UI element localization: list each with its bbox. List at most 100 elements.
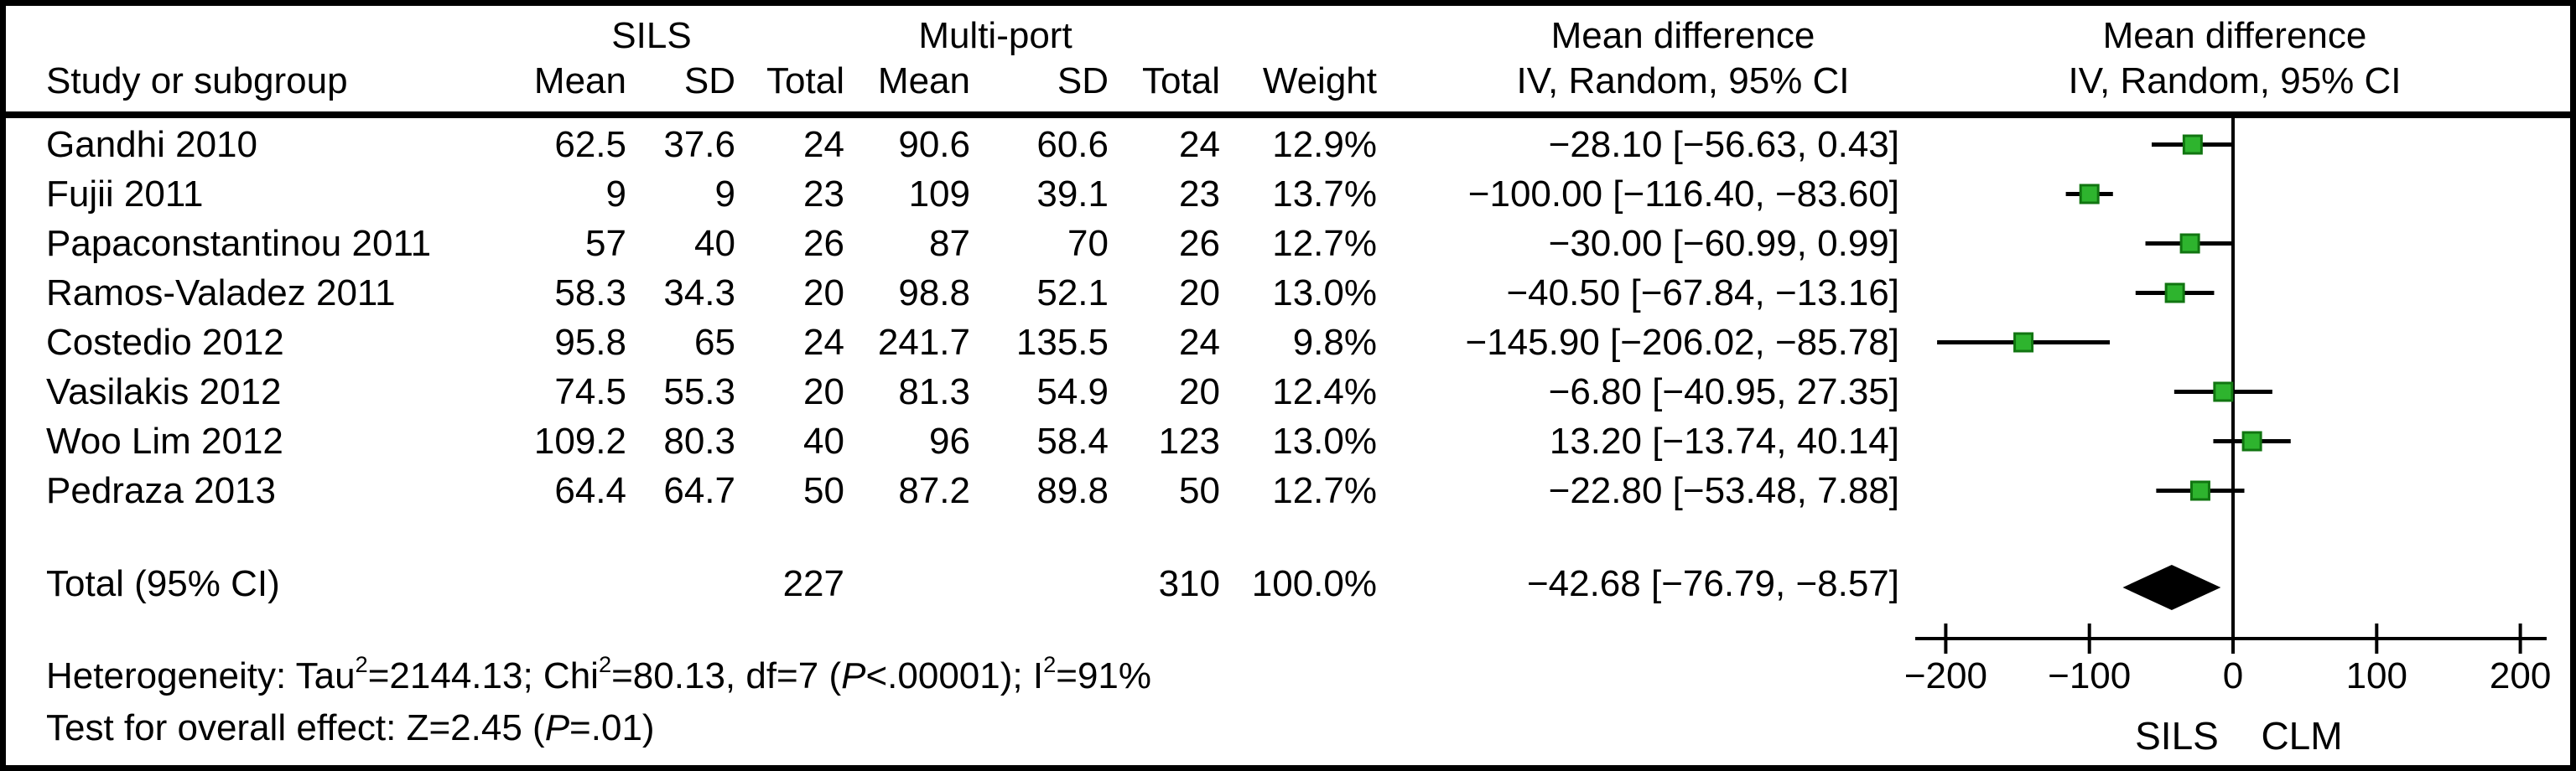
column-header-sils-sd: SD: [683, 60, 735, 101]
pooled-diamond: [2122, 565, 2221, 610]
cell-ci_text: −40.50 [−67.84, −13.16]: [1506, 272, 1899, 313]
x-tick-label: −200: [1903, 655, 1987, 696]
table-row: Gandhi 2010 62.5 37.6 24 90.6 60.6 24 12.9% −28.…: [6, 120, 2570, 169]
axis-label-clm: CLM: [2261, 714, 2343, 758]
cell-mp_total: 24: [1179, 123, 1220, 165]
cell-ci_text: −30.00 [−60.99, 0.99]: [1548, 222, 1899, 264]
cell-name: Fujii 2011: [46, 173, 204, 215]
cell-name: Vasilakis 2012: [46, 370, 282, 412]
table-row: Costedio 2012 95.8 65 24 241.7 135.5 24 9.8% −14…: [6, 318, 2570, 367]
cell-sils_sd: 40: [694, 222, 735, 264]
cell-sils_total: 24: [803, 321, 844, 363]
table-row: Ramos-Valadez 2011 58.3 34.3 20 98.8 52.1 20 13…: [6, 268, 2570, 318]
x-tick-label: 200: [2489, 655, 2552, 696]
mean-difference-title-right: Mean difference: [2102, 15, 2367, 56]
cell-sils_sd: 65: [694, 321, 735, 363]
total-row: Total (95% CI) 227 310 100.0% −42.68 [−7…: [6, 561, 2570, 608]
table-row: Pedraza 2013 64.4 64.7 50 87.2 89.8 50 12.7% −22…: [6, 466, 2570, 515]
cell-mp_sd: 89.8: [1036, 469, 1109, 511]
column-group-multiport: Multi-port: [918, 15, 1072, 56]
mean-difference-title-left: Mean difference: [1550, 15, 1815, 56]
overall-effect-note: Test for overall effect: Z=2.45 (P =.01): [46, 706, 655, 750]
overall-effect-text: Test for overall effect: Z=2.45 (: [46, 707, 545, 748]
cell-sils_mean: 62.5: [554, 123, 626, 165]
cell-name: Pedraza 2013: [46, 469, 276, 511]
column-header-sils-mean: Mean: [533, 60, 626, 101]
effect-marker: [2164, 282, 2185, 303]
table-row: Papaconstantinou 2011 57 40 26 87 70 26 12.7% −3…: [6, 219, 2570, 268]
cell-mp_sd: 58.4: [1036, 420, 1109, 462]
cell-name: Ramos-Valadez 2011: [46, 272, 396, 313]
cell-mp_total: 123: [1158, 420, 1220, 462]
cell-mp_total: 20: [1179, 272, 1220, 313]
column-header-mp-mean: Mean: [877, 60, 970, 101]
cell-weight: 13.7%: [1272, 173, 1377, 215]
column-header-ci-right: IV, Random, 95% CI: [2068, 60, 2402, 101]
x-tick-label: 0: [2222, 655, 2244, 696]
forest-plot-svg: [1915, 118, 2547, 654]
axis-label-sils: SILS: [2135, 714, 2219, 758]
cell-mp_total: 26: [1179, 222, 1220, 264]
header-divider: [6, 111, 2570, 118]
cell-weight: 13.0%: [1272, 420, 1377, 462]
cell-weight: 12.9%: [1272, 123, 1377, 165]
effect-marker: [2079, 184, 2100, 204]
heterogeneity-text: 2: [598, 651, 612, 678]
x-tick-label: −100: [2048, 655, 2132, 696]
total-label: Total (95% CI): [46, 563, 280, 604]
cell-mp_sd: 70: [1067, 222, 1109, 264]
cell-mp_total: 50: [1179, 469, 1220, 511]
cell-sils_sd: 37.6: [663, 123, 735, 165]
cell-sils_sd: 55.3: [663, 370, 735, 412]
cell-mp_mean: 109: [908, 173, 970, 215]
effect-marker: [2189, 480, 2210, 501]
cell-sils_sd: 64.7: [663, 469, 735, 511]
cell-weight: 12.7%: [1272, 469, 1377, 511]
cell-mp_mean: 98.8: [898, 272, 970, 313]
cell-sils_total: 26: [803, 222, 844, 264]
cell-ci_text: −100.00 [−116.40, −83.60]: [1467, 173, 1899, 215]
column-header-ci-left: IV, Random, 95% CI: [1516, 60, 1850, 101]
cell-sils_total: 23: [803, 173, 844, 215]
cell-weight: 12.4%: [1272, 370, 1377, 412]
cell-ci_text: 13.20 [−13.74, 40.14]: [1549, 420, 1899, 462]
cell-mp_mean: 90.6: [898, 123, 970, 165]
column-header-sils-total: Total: [766, 60, 844, 101]
cell-name: Woo Lim 2012: [46, 420, 283, 462]
heterogeneity-text: =2144.13; Chi: [367, 655, 599, 696]
cell-name: Costedio 2012: [46, 321, 284, 363]
cell-mp_sd: 60.6: [1036, 123, 1109, 165]
cell-ci_text: −6.80 [−40.95, 27.35]: [1548, 370, 1899, 412]
heterogeneity-note: Heterogeneity: Tau 2 =2144.13; Chi 2 =80.13,…: [46, 651, 1152, 698]
heterogeneity-text: =91%: [1056, 655, 1152, 696]
cell-mp_total: 24: [1179, 321, 1220, 363]
heterogeneity-text: =80.13, df=7 (: [611, 655, 842, 696]
heterogeneity-text: <.00001); I: [865, 655, 1044, 696]
cell-sils_mean: 74.5: [554, 370, 626, 412]
heterogeneity-text: Heterogeneity: Tau: [46, 655, 356, 696]
column-header-mp-sd: SD: [1057, 60, 1109, 101]
cell-name: Papaconstantinou 2011: [46, 222, 432, 264]
cell-sils_mean: 95.8: [554, 321, 626, 363]
cell-sils_mean: 9: [605, 173, 626, 215]
cell-sils_total: 50: [803, 469, 844, 511]
cell-sils_total: 40: [803, 420, 844, 462]
cell-mp_mean: 87: [929, 222, 970, 264]
cell-mp_sd: 39.1: [1036, 173, 1109, 215]
cell-sils_sd: 80.3: [663, 420, 735, 462]
table-row: Woo Lim 2012 109.2 80.3 40 96 58.4 123 13.0% 13.…: [6, 417, 2570, 466]
heterogeneity-text: P: [841, 655, 866, 696]
cell-weight: 12.7%: [1272, 222, 1377, 264]
cell-sils_total: 24: [803, 123, 844, 165]
overall-effect-text: =.01): [569, 707, 655, 748]
cell-mp_total: 20: [1179, 370, 1220, 412]
effect-marker: [2013, 332, 2034, 353]
heterogeneity-text: 2: [355, 651, 368, 678]
cell-mp_mean: 96: [929, 420, 970, 462]
table-row: Fujii 2011 9 9 23 109 39.1 23 13.7% −100.00 [−11…: [6, 169, 2570, 219]
total-mp-total: 310: [1158, 563, 1220, 604]
cell-mp_mean: 241.7: [877, 321, 970, 363]
cell-sils_total: 20: [803, 370, 844, 412]
column-header-study: Study or subgroup: [46, 60, 348, 101]
